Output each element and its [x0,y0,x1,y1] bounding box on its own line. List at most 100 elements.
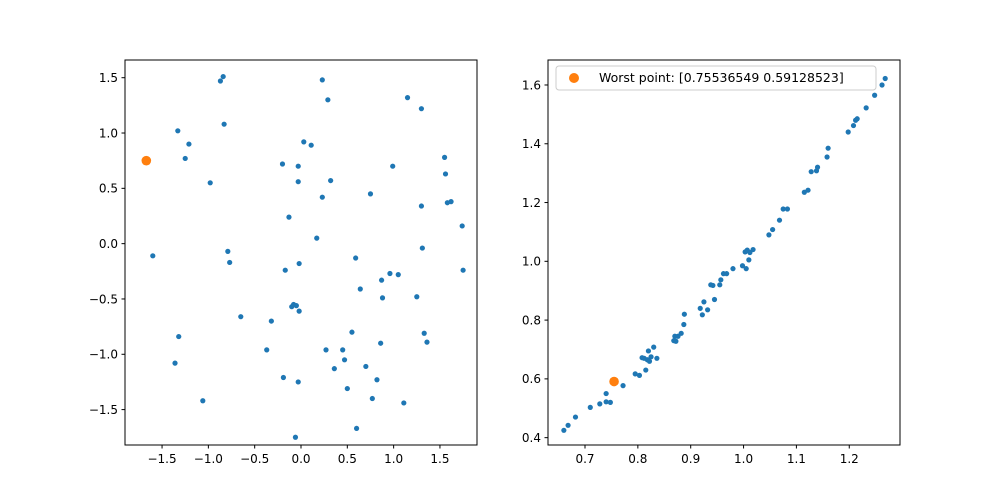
data-point [654,355,660,361]
legend-box [555,65,877,91]
y-tick-label: 0.4 [522,431,541,445]
y-tick-label: 1.0 [99,126,118,140]
data-point [296,308,302,314]
data-point [603,390,609,397]
data-point [280,374,286,381]
data-point [418,106,425,112]
data-point [227,259,233,266]
x-tick-label: 0.5 [338,452,357,466]
data-point [357,286,363,292]
data-point [295,179,301,185]
data-point [264,347,270,353]
data-point [766,232,772,238]
data-point [404,95,411,101]
y-tick-label: 1.6 [522,78,541,92]
x-tick-label: 1.5 [430,452,449,466]
data-point [805,187,811,193]
data-point [825,145,831,151]
data-point [419,245,425,251]
data-point [620,383,626,389]
data-point [780,206,786,212]
data-point [379,295,386,301]
data-point [746,257,752,263]
data-point [678,330,684,336]
y-axis-ticks: −1.5 −1.0 −0.5 0.0 0.5 1.0 1.5 [89,71,125,417]
data-point [363,363,369,370]
data-point [872,92,878,98]
data-point [711,296,718,303]
data-point [182,155,188,162]
data-point [448,199,454,205]
data-point [319,194,325,200]
data-point [459,223,465,229]
data-point [367,191,374,197]
data-point [374,377,380,383]
data-point [344,385,350,392]
data-point [378,277,385,283]
data-point [282,267,288,273]
y-tick-label: 1.0 [522,255,541,269]
y-tick-label: 1.2 [522,196,541,210]
x-axis-ticks: 0.7 0.8 0.9 1.0 1.1 1.2 [575,445,859,466]
data-point [632,371,638,377]
data-point [319,77,325,83]
data-point [717,282,723,288]
x-tick-label: 0.7 [575,452,594,466]
data-point [724,271,730,277]
data-point [295,379,301,385]
data-point [325,97,331,103]
data-point [681,321,687,328]
data-point [730,266,736,272]
data-point [597,401,603,407]
x-tick-label: 0.8 [628,452,647,466]
worst-point [141,155,152,166]
data-point [314,235,320,241]
worst-point [609,376,619,387]
scatter-plot-right: 0.7 0.8 0.9 1.0 1.1 1.2 0.4 0.6 0.8 1.0 1.2 1.4 1.6… [522,59,901,466]
x-tick-label: −0.5 [240,452,269,466]
data-point [845,129,851,135]
data-point [572,414,579,420]
data-point [710,282,716,289]
x-tick-label: −1.0 [194,452,223,466]
data-point [378,340,384,346]
axes-frame [124,59,478,446]
x-tick-label: 1.0 [734,452,753,466]
data-point [341,357,348,363]
x-tick-label: 1.2 [840,452,859,466]
data-point [225,248,231,254]
data-point [739,263,746,269]
data-point [776,217,783,223]
data-point [814,164,821,170]
y-axis-ticks: 0.4 0.6 0.8 1.0 1.2 1.4 1.6 [522,78,548,445]
data-point [442,171,449,177]
data-point [565,422,571,428]
data-point [603,399,609,405]
data-point [645,348,652,354]
data-point [636,372,643,378]
data-point [879,82,885,88]
y-tick-label: 0.0 [99,237,118,251]
data-point [369,395,375,402]
data-point [743,266,749,272]
y-tick-label: 0.8 [522,313,541,327]
data-point [238,314,244,320]
data-point [353,425,360,432]
data-point [882,75,888,82]
x-tick-label: 0.0 [291,452,310,466]
data-point [651,344,657,350]
data-point [176,333,182,340]
data-point [349,329,355,335]
y-tick-label: −1.5 [89,403,118,417]
data-point [331,366,337,372]
data-point [705,307,711,313]
data-point [770,226,776,233]
data-point [172,360,178,366]
data-point [286,214,292,220]
data-point [295,163,301,169]
x-tick-label: 0.9 [681,452,700,466]
data-point [387,270,393,277]
data-point [301,139,307,145]
data-point [441,154,448,160]
